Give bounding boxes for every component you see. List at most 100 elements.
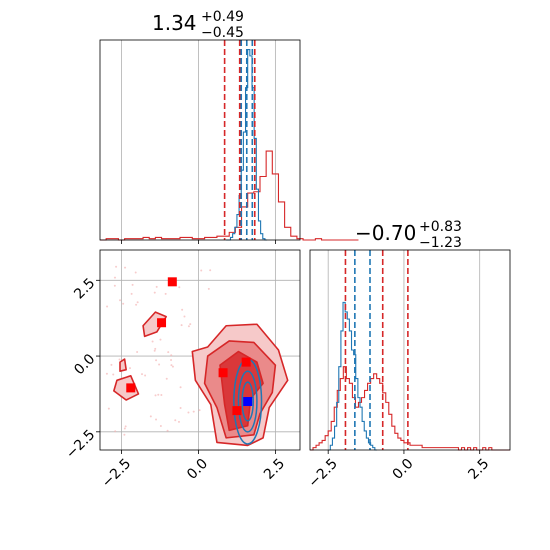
joint-sample-point — [107, 407, 110, 410]
joint-sample-point — [106, 305, 109, 308]
joint-sample-point — [136, 350, 139, 353]
joint-sample-point — [187, 325, 190, 328]
joint-blue-contour-2 — [241, 381, 254, 422]
joint-sample-point — [179, 407, 182, 410]
title-param2-plus: +0.83 — [419, 219, 462, 235]
joint-sample-point — [160, 393, 163, 396]
joint-ytick-label-1: 0.0 — [71, 351, 98, 378]
title-param1-value: 1.34 — [152, 11, 197, 35]
joint-xtick-label-0: −2.5 — [99, 456, 134, 491]
title-param1-plus: +0.49 — [201, 9, 244, 25]
joint-sample-point — [154, 394, 157, 397]
joint-ytick-label-0: −2.5 — [63, 427, 98, 462]
title-param2: −0.70 +0.83 −1.23 — [355, 219, 462, 251]
param2-frame — [309, 249, 511, 451]
joint-sample-point — [159, 338, 162, 341]
joint-red-island-3 — [119, 358, 127, 373]
joint-sample-point — [198, 409, 201, 412]
param1-frame — [99, 39, 301, 241]
joint-sample-point — [124, 266, 127, 269]
histogram-param1-panel — [99, 39, 359, 244]
param1-red-histogram — [100, 150, 359, 241]
joint-sample-point — [155, 359, 158, 362]
joint-red-marker-3 — [218, 368, 228, 378]
joint-sample-point — [171, 365, 174, 368]
joint-sample-point — [113, 276, 116, 279]
joint-sample-point — [170, 358, 173, 361]
param2-xtick-label-2: 2.5 — [465, 456, 492, 483]
joint-sample-point — [115, 265, 118, 268]
joint-sample-point — [180, 324, 183, 327]
param1-blue-histogram — [226, 48, 268, 241]
joint-sample-point — [166, 429, 169, 432]
joint-red-marker-0 — [167, 277, 177, 287]
joint-sample-point — [149, 415, 152, 418]
joint-sample-point — [158, 363, 161, 366]
joint-sample-point — [151, 340, 154, 343]
joint-red-marker-4 — [241, 357, 251, 367]
joint-sample-point — [134, 271, 137, 274]
joint-sample-point — [123, 433, 126, 436]
joint-sample-point — [177, 420, 180, 423]
joint-sample-point — [153, 291, 156, 294]
joint-blue-contour-1 — [237, 370, 258, 433]
joint-sample-point — [124, 425, 127, 428]
joint-sample-point — [112, 373, 115, 376]
joint-sample-point — [170, 364, 173, 367]
joint-sample-point — [200, 269, 203, 272]
joint-sample-point — [110, 363, 113, 366]
joint-sample-point — [189, 323, 192, 326]
joint-red-marker-1 — [157, 318, 167, 328]
joint-sample-point — [179, 386, 182, 389]
joint-density-panel: −2.5 0.0 2.5 −2.5 0.0 2.5 — [63, 249, 301, 491]
joint-sample-point — [155, 418, 158, 421]
joint-sample-point — [178, 286, 181, 289]
joint-sample-point — [159, 425, 162, 428]
joint-sample-point — [165, 377, 168, 380]
joint-sample-point — [181, 308, 184, 311]
joint-sample-point — [192, 410, 195, 413]
joint-sample-point — [174, 419, 177, 422]
histogram-param2-panel: −2.5 0.0 2.5 — [306, 249, 511, 491]
joint-sample-point — [167, 351, 170, 354]
joint-sample-point — [157, 393, 160, 396]
joint-sample-point — [141, 373, 144, 376]
joint-xtick-label-2: 2.5 — [261, 456, 288, 483]
joint-sample-point — [155, 285, 158, 288]
joint-sample-point — [207, 287, 210, 290]
joint-red-island-2 — [113, 374, 140, 401]
param2-xtick-label-0: −2.5 — [306, 456, 341, 491]
joint-sample-point — [123, 427, 126, 430]
title-param1: 1.34 +0.49 −0.45 — [152, 9, 244, 41]
joint-sample-point — [122, 302, 125, 305]
joint-sample-point — [187, 411, 190, 414]
joint-sample-point — [136, 301, 139, 304]
title-param2-value: −0.70 — [355, 221, 416, 245]
joint-sample-point — [153, 349, 156, 352]
joint-ytick-label-2: 2.5 — [71, 275, 98, 302]
joint-sample-point — [183, 315, 186, 318]
joint-sample-point — [164, 292, 167, 295]
param2-xtick-label-1: 0.0 — [390, 456, 417, 483]
joint-sample-point — [135, 303, 138, 306]
joint-red-marker-2 — [126, 383, 136, 393]
title-param2-minus: −1.23 — [419, 235, 462, 251]
joint-sample-point — [130, 292, 133, 295]
joint-sample-point — [209, 269, 212, 272]
joint-blue-marker-0 — [243, 397, 253, 407]
joint-sample-point — [154, 347, 157, 350]
joint-sample-point — [131, 283, 134, 286]
title-param1-minus: −0.45 — [201, 25, 244, 41]
joint-sample-point — [114, 430, 117, 433]
param2-blue-histogram — [328, 301, 377, 451]
joint-red-marker-5 — [232, 406, 242, 416]
joint-sample-point — [118, 358, 121, 361]
joint-sample-point — [170, 354, 173, 357]
joint-sample-point — [144, 374, 147, 377]
joint-xtick-label-1: 0.0 — [184, 456, 211, 483]
joint-sample-point — [105, 372, 108, 375]
joint-frame — [99, 249, 301, 451]
joint-sample-point — [128, 367, 131, 370]
joint-sample-point — [119, 299, 122, 302]
